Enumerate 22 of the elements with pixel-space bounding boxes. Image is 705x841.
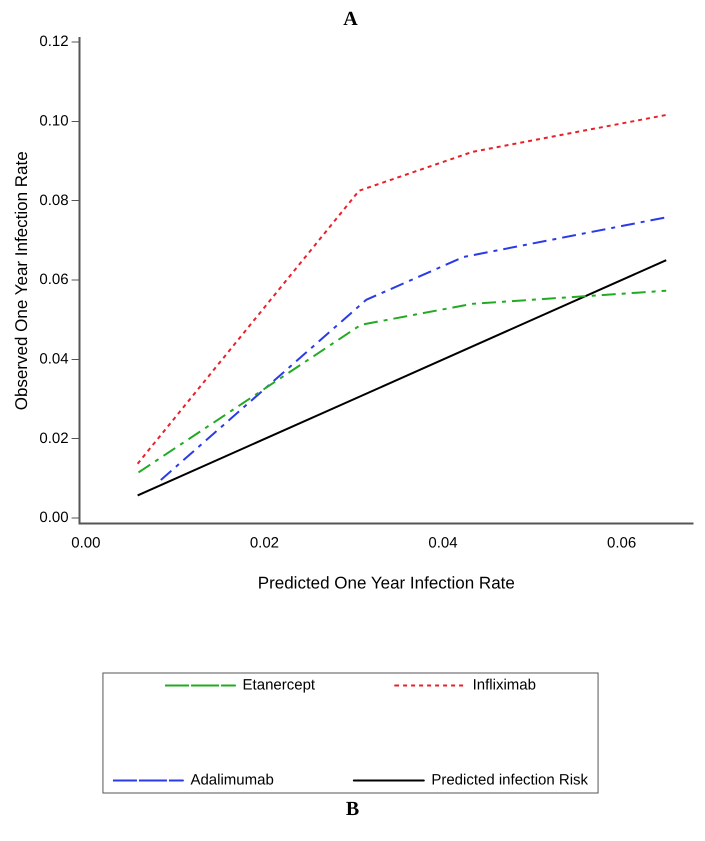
x-tick-label: 0.06 [606, 534, 636, 552]
text: B [344, 798, 360, 821]
x-tick-label: 0.02 [250, 534, 280, 552]
legend-label: Predicted infection Risk [431, 772, 589, 789]
legend-label: Infliximab [472, 676, 536, 694]
y-tick-label: 0.04 [39, 350, 69, 368]
y-axis-title: Observed One Year Infection Rate [12, 151, 31, 410]
y-tick-label: 0.00 [39, 509, 69, 526]
y-tick-label: 0.06 [39, 271, 69, 288]
legend-label: Etanercept [242, 676, 316, 694]
x-tick-label: 0.04 [428, 534, 458, 552]
line-series [160, 216, 668, 481]
y-tick-label: 0.12 [39, 33, 69, 50]
y-tick-label: 0.10 [39, 112, 69, 130]
legend-label: Adalimumab [190, 772, 274, 789]
chart-title: A [343, 8, 358, 30]
y-tick-label: 0.02 [39, 430, 69, 447]
line-series [136, 114, 668, 465]
x-tick-label: 0.00 [71, 534, 100, 552]
y-tick-label: 0.08 [39, 192, 69, 209]
line-series [138, 290, 668, 474]
x-axis-title: Predicted One Year Infection Rate [258, 573, 515, 592]
